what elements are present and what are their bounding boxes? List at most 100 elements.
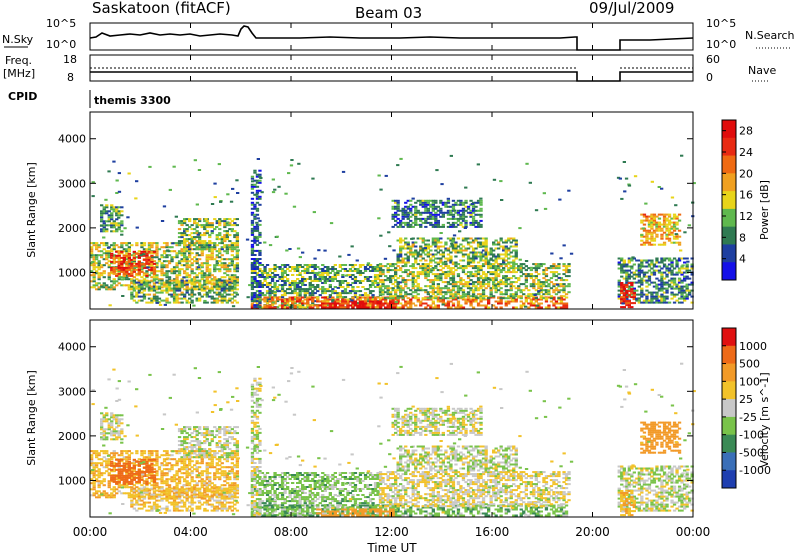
- echo-cell: [497, 289, 501, 292]
- echo-cell: [183, 222, 187, 225]
- echo-cell: [461, 245, 466, 248]
- echo-cell: [492, 249, 496, 252]
- echo-cell: [296, 270, 300, 272]
- echo-cell: [492, 295, 496, 298]
- echo-cell: [474, 247, 478, 250]
- echo-cell: [341, 274, 345, 276]
- echo-cell: [180, 278, 184, 281]
- echo-cell: [293, 298, 297, 301]
- echo-cell: [280, 276, 285, 278]
- echo-cell: [251, 180, 255, 183]
- echo-cell: [660, 233, 664, 236]
- echo-cell: [341, 264, 345, 266]
- echo-cell: [223, 238, 227, 241]
- echo-cell: [680, 301, 684, 304]
- echo-cell: [368, 284, 373, 286]
- echo-cell: [509, 241, 513, 244]
- echo-cell: [296, 300, 300, 303]
- echo-cell: [175, 274, 179, 277]
- echo-cell: [190, 236, 194, 239]
- echo-cell: [180, 293, 184, 296]
- echo-cell: [235, 266, 239, 269]
- echo-cell: [236, 249, 240, 252]
- echo-cell: [396, 203, 400, 206]
- echo-cell: [188, 281, 192, 284]
- echo-cell: [95, 284, 99, 287]
- echo-cell: [338, 264, 342, 266]
- echo-cell: [170, 268, 174, 271]
- echo-cell: [481, 304, 486, 307]
- echo-cell: [208, 240, 212, 243]
- echo-cell: [620, 257, 624, 260]
- echo-cell: [170, 250, 174, 253]
- echo-cell: [466, 255, 471, 258]
- echo-cell: [333, 304, 337, 307]
- echo-cell: [293, 296, 297, 299]
- echo-cell: [275, 290, 280, 293]
- echo-cell: [130, 297, 134, 300]
- echo-cell: [152, 266, 157, 269]
- echo-cell: [215, 260, 219, 263]
- echo-cell: [120, 210, 124, 213]
- echo-cell: [544, 269, 549, 272]
- echo-cell: [278, 296, 282, 299]
- echo-cell: [175, 289, 179, 292]
- echo-cell: [273, 284, 277, 286]
- echo-cell: [622, 161, 626, 163]
- echo-cell: [203, 246, 207, 249]
- echo-cell: [230, 250, 234, 253]
- echo-cell: [479, 223, 483, 226]
- echo-cell: [507, 300, 511, 303]
- echo-cell: [213, 282, 217, 285]
- echo-cell: [260, 292, 265, 295]
- echo-cell: [228, 246, 232, 249]
- echo-cell: [431, 209, 435, 212]
- echo-cell: [459, 243, 463, 246]
- echo-cell: [416, 277, 420, 280]
- echo-cell: [301, 290, 305, 293]
- echo-cell: [100, 204, 104, 207]
- echo-cell: [431, 203, 435, 206]
- echo-cell: [326, 270, 330, 272]
- echo-cell: [218, 224, 222, 227]
- echo-cell: [152, 293, 157, 296]
- echo-cell: [499, 300, 503, 303]
- echo-cell: [208, 248, 212, 251]
- echo-cell: [469, 237, 473, 240]
- echo-cell: [190, 283, 194, 286]
- echo-cell: [534, 271, 538, 274]
- echo-cell: [378, 306, 383, 309]
- echo-cell: [210, 224, 214, 227]
- echo-cell: [110, 284, 114, 287]
- echo-cell: [215, 281, 219, 284]
- echo-cell: [672, 279, 677, 282]
- echo-cell: [640, 221, 644, 224]
- echo-cell: [396, 213, 400, 216]
- echo-cell: [409, 223, 413, 226]
- echo-cell: [630, 259, 634, 262]
- echo-cell: [162, 272, 167, 275]
- echo-cell: [203, 276, 207, 279]
- echo-cell: [155, 250, 159, 253]
- echo-cell: [404, 285, 408, 288]
- echo-cell: [416, 283, 420, 286]
- echo-cell: [399, 306, 403, 309]
- echo-cell: [283, 302, 287, 305]
- echo-cell: [303, 302, 307, 305]
- echo-cell: [150, 254, 154, 257]
- echo-cell: [394, 301, 398, 303]
- echo-cell: [323, 296, 327, 299]
- echo-cell: [446, 247, 451, 250]
- echo-cell: [481, 291, 486, 294]
- echo-cell: [549, 295, 554, 298]
- echo-cell: [132, 289, 136, 292]
- echo-cell: [140, 246, 144, 249]
- echo-cell: [625, 292, 629, 295]
- echo-cell: [218, 220, 222, 223]
- echo-cell: [273, 302, 277, 305]
- echo-cell: [112, 210, 116, 213]
- echo-cell: [125, 266, 129, 269]
- echo-cell: [258, 290, 262, 293]
- echo-cell: [228, 285, 232, 288]
- echo-cell: [142, 274, 147, 277]
